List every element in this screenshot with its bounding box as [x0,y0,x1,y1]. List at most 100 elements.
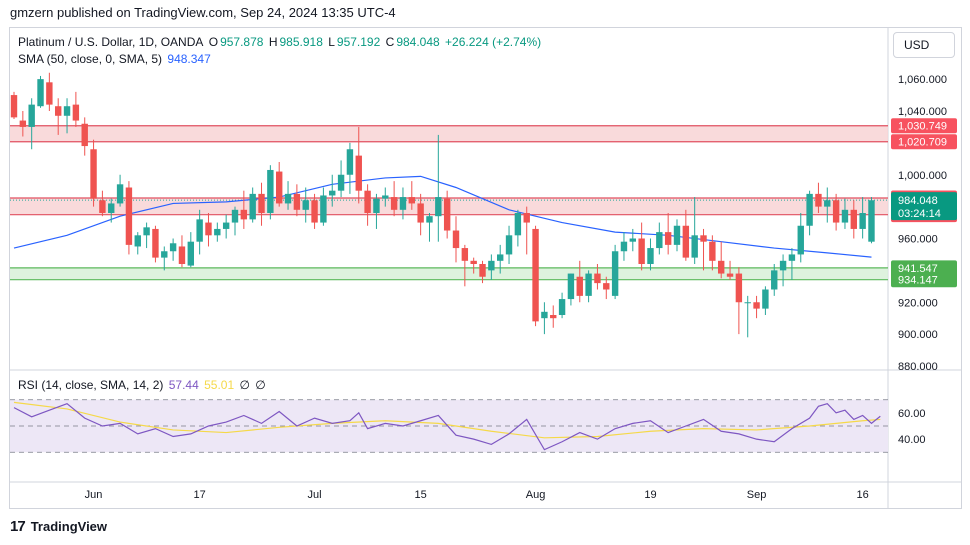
price-level-label: 1,020.709 [898,137,947,149]
candle-body [815,193,822,207]
price-tick-label: 1,040.000 [898,106,947,118]
zone-resistance-upper [10,125,888,142]
candle-body [682,225,690,258]
candle-body [152,228,159,258]
price-tick-label: 920.000 [898,297,938,309]
time-tick-label: 19 [644,489,656,501]
candle-body [514,213,522,236]
time-tick-label: 16 [857,489,869,501]
brand-label: TradingView [30,519,108,534]
candle-body [169,243,177,252]
candle-body [470,260,477,264]
candle-body [735,273,743,303]
candle-body [762,289,769,309]
close-label: C [385,35,395,49]
candle-body [284,193,292,204]
candle-body [222,222,230,229]
candle-body [178,246,186,264]
candle-body [214,228,221,236]
candle-body [382,195,389,199]
candle-body [337,174,345,191]
publish-line: gmzern published on TradingView.com, Sep… [10,5,396,20]
candle-body [771,270,778,290]
candle-body [497,254,504,261]
candle-body [37,79,44,107]
candle-body [329,190,336,196]
current-price-bg [891,192,957,221]
rsi-tick-label: 40.00 [898,434,926,446]
rsi-extra-1: ∅ [239,378,250,392]
time-tick-label: Sep [747,489,767,501]
tradingview-brand[interactable]: 17 TradingView [10,518,107,535]
currency-button[interactable]: USD [893,32,955,58]
candle-body [638,238,645,264]
candle-body [196,219,203,242]
candle-body [355,155,362,191]
candle-body [399,197,407,210]
candle-body [505,235,513,255]
sma-line [13,175,872,258]
time-tick-label: Jun [85,489,103,501]
candle-body [161,251,168,258]
candle-body [788,254,796,261]
rsi-extra-2: ∅ [255,378,266,392]
open-value: 957.878 [220,35,264,49]
candle-body [346,149,354,175]
candle-body [452,230,460,249]
candle-body [240,209,248,220]
candle-body [567,273,575,300]
candle-body [479,264,486,277]
change-value: +26.224 (+2.74%) [445,35,542,49]
chart-frame [9,27,962,509]
candle-body [293,193,301,210]
candle-body [373,198,380,213]
candle-body [417,203,424,223]
candle-body [647,248,654,264]
candle-body [824,200,831,207]
price-level-label-bg [891,260,957,276]
candle-body [523,213,530,223]
time-tick-label: 17 [194,489,206,501]
candle-body [744,302,751,304]
candle-body [311,200,318,223]
countdown-label: 03:24:14 [898,208,941,220]
candle-body [850,209,857,229]
candle-body [656,232,663,249]
candle-body [258,193,265,213]
candle-body [19,120,27,127]
candle-body [726,273,734,277]
price-level-label: 941.547 [898,263,938,275]
zone-support [10,267,888,280]
candle-body [10,95,18,118]
time-tick-label: 15 [415,489,427,501]
price-level-label-bg [891,118,957,134]
candle-body [134,235,141,247]
low-label: L [328,35,335,49]
candle-body [205,222,212,236]
candle-body [55,106,62,116]
price-legend: Platinum / U.S. Dollar, 1D, OANDA O 957.8… [18,35,543,49]
close-value: 984.048 [396,35,440,49]
price-level-label-bg [891,272,957,288]
candle-body [673,225,681,245]
high-label: H [268,35,278,49]
candle-body [63,106,71,116]
candle-body [558,299,566,315]
price-level-label: 1,030.749 [898,121,947,133]
rsi-sma-value: 55.01 [204,378,235,392]
candle-body [72,104,80,121]
candle-body [753,302,760,309]
candle-body [231,209,239,223]
current-price-label: 984.048 [898,195,938,207]
candle-body [108,203,115,213]
candle-body [603,283,610,290]
candle-body [302,200,309,210]
candle-body [90,149,97,199]
candle-body [443,198,451,231]
candle-body [797,225,804,255]
candle-body [611,251,619,296]
high-value: 985.918 [279,35,323,49]
price-tick-label: 900.000 [898,329,938,341]
price-tick-label: 1,000.000 [898,170,947,182]
